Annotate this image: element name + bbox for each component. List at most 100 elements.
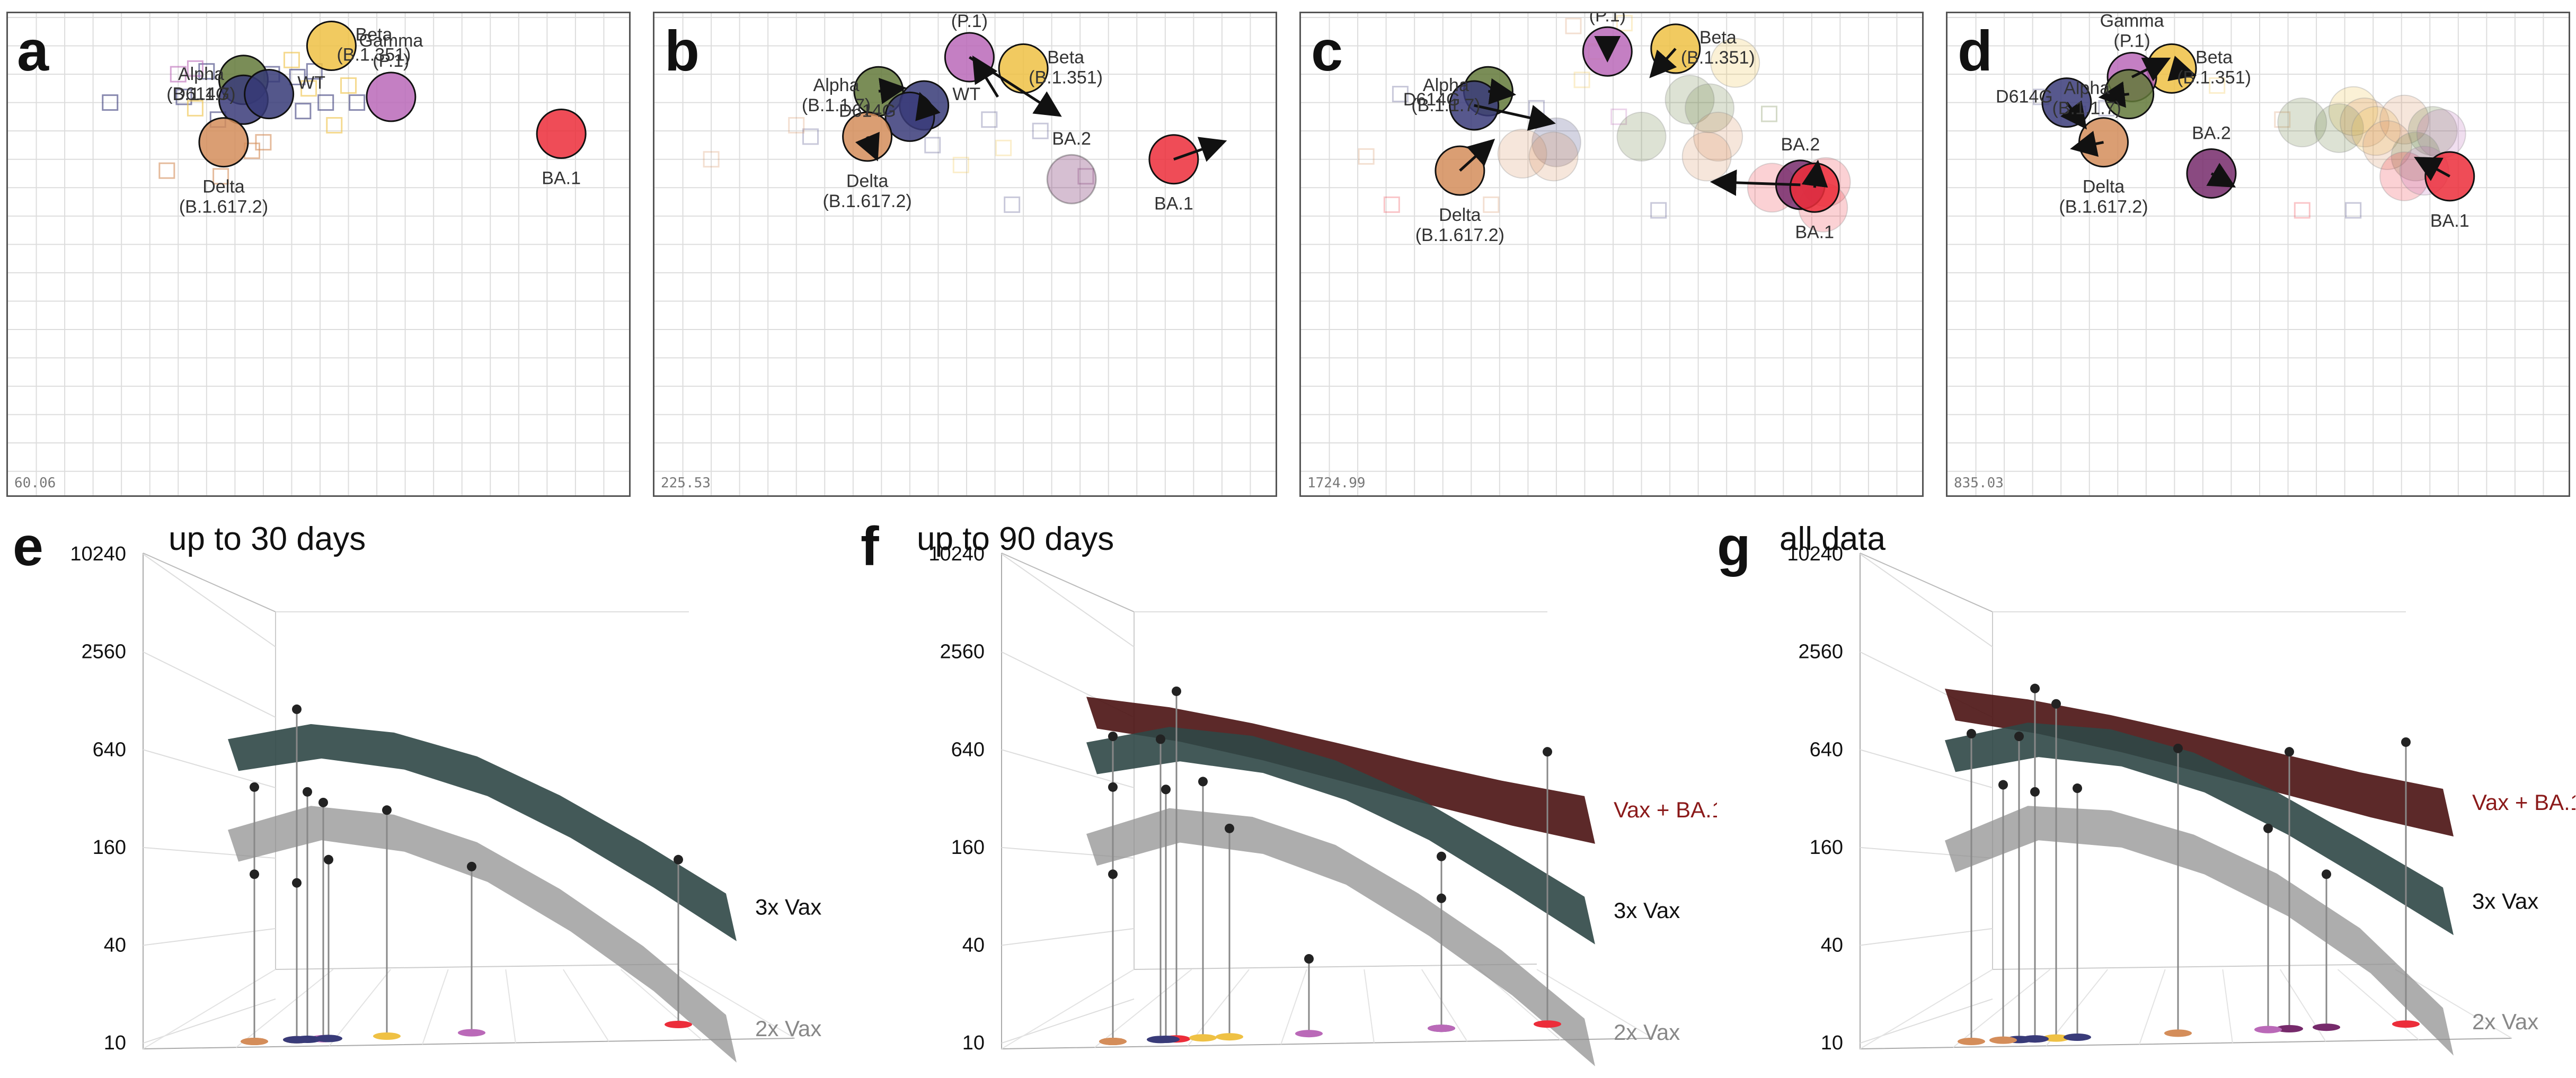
serum-point (187, 60, 203, 77)
y-tick-label: 160 (93, 836, 126, 859)
panel-letter: c (1311, 19, 1343, 83)
reference-antigen-point (2362, 120, 2412, 170)
y-tick-label: 160 (951, 836, 985, 859)
titer-point (2285, 747, 2294, 757)
serum-point (187, 100, 203, 117)
serum-point (1573, 72, 1590, 88)
y-tick-label: 10240 (70, 543, 126, 565)
floor-marker (665, 1021, 692, 1028)
titer-point (2014, 732, 2024, 742)
shift-arrow (915, 92, 941, 121)
serum-point (295, 103, 312, 120)
antigen-label: Beta (B.1.351) (1029, 47, 1103, 87)
titer-point (318, 797, 328, 807)
map-stress-value: 60.06 (14, 475, 56, 491)
surface-panel-g: g all data 10240 2560 640 160 40 10 Vax + BA.1… (1717, 509, 2575, 1075)
antigen-point (306, 21, 357, 72)
titer-point (1108, 782, 1118, 792)
y-tick-label: 10 (962, 1032, 985, 1054)
titer-point (303, 787, 312, 797)
shift-arrow (2414, 156, 2450, 181)
floor-marker (2254, 1026, 2282, 1034)
floor-marker (2276, 1025, 2303, 1032)
y-tick-label: 10240 (1787, 543, 1843, 565)
antibody-landscape-e: 10240 2560 640 160 40 10 3x Vax 2x Vax (70, 543, 821, 1063)
floor-marker (458, 1029, 485, 1037)
floor-marker (2164, 1029, 2192, 1037)
surface-series-label: 3x Vax (2472, 888, 2538, 913)
antibody-landscape-f: 10240 2560 640 160 40 10 Vax + BA.1 3x Vax 2x Va… (928, 543, 1717, 1066)
map-frame: Gamma(P.1) Beta(B.1.351) Alpha(B.1.1.7) WT D… (653, 12, 1277, 497)
antigen-label: Alpha (B.1.1.7) (166, 64, 235, 104)
shift-arrow (1474, 104, 1556, 131)
antigen-label: BA.2 (1052, 129, 1091, 149)
serum-point (981, 111, 998, 128)
shift-arrow (1801, 159, 1828, 188)
antigen-label: BA.1 (2430, 211, 2469, 231)
reference-antigen-point (1693, 111, 1743, 162)
shift-arrow (2131, 57, 2171, 82)
reference-antigen-point (2379, 94, 2430, 145)
titer-point (1543, 747, 1552, 757)
surface-box (143, 553, 795, 1050)
floor-marker (1989, 1036, 2017, 1044)
surface-series-label: 2x Vax (755, 1016, 821, 1041)
titer-point (250, 782, 259, 792)
reference-antigen-point (1710, 38, 1760, 88)
antigen-label: Gamma(P.1) (937, 13, 1002, 31)
surface-title: all data (1780, 521, 1885, 557)
titer-point (324, 854, 333, 865)
titer-point (1161, 785, 1171, 795)
reference-antigen-point (2328, 86, 2378, 136)
shift-arrow (2070, 130, 2104, 157)
y-tick-label: 2560 (81, 641, 126, 663)
floor-marker (1534, 1020, 1561, 1028)
titer-point (2173, 743, 2183, 753)
y-tick-label: 640 (1810, 738, 1843, 761)
reference-antigen-point (2277, 97, 2327, 148)
map-grid (654, 13, 1276, 495)
titer-point (1998, 780, 2008, 790)
serum-point (1358, 148, 1375, 165)
surface-series-label: 2x Vax (2472, 1009, 2538, 1034)
serum-point (213, 168, 229, 185)
titer-point (1108, 869, 1118, 879)
antigenic-map-a: Beta (B.1.351) Alpha (B.1.1.7) Gamma (P.1) D61… (8, 13, 629, 495)
serum-point (2274, 111, 2291, 128)
floor-marker (1189, 1034, 1217, 1042)
reference-antigen-point (1497, 129, 1547, 179)
antigen-label: Delta (B.1.617.2) (2059, 177, 2148, 217)
surface-title: up to 30 days (169, 521, 366, 557)
serum-point (2294, 202, 2311, 219)
titer-point (1437, 851, 1446, 861)
antigen-label: Alpha (B.1.1.7) (802, 75, 871, 115)
serum-point (102, 94, 119, 111)
map-panel-c: Beta(B.1.351) Gamma(P.1) Alpha(B.1.1.7)D61… (1299, 12, 1924, 497)
surface-box (1001, 553, 1654, 1050)
reference-antigen-point (1665, 75, 1715, 125)
floor-marker (1152, 1036, 1180, 1043)
y-tick-label: 10 (1821, 1032, 1843, 1054)
antigen-label: BA.1 (1154, 194, 1193, 214)
antigenic-map-b: Gamma(P.1) Beta(B.1.351) Alpha(B.1.1.7) WT D… (654, 13, 1276, 495)
shift-arrow (855, 131, 880, 162)
antigen-point (198, 117, 249, 168)
floor-marker (2313, 1023, 2340, 1031)
map-frame: Beta(B.1.351) Gamma(P.1) Alpha(B.1.1.7)D61… (1299, 12, 1924, 497)
surface-panel-f: f up to 90 days 10240 2560 640 160 40 10 Vax +… (858, 509, 1717, 1075)
floor-marker (315, 1035, 342, 1043)
reference-antigen-point (2340, 97, 2390, 148)
antigen-label: Beta (B.1.351) (1681, 28, 1755, 68)
map-panel-a: Beta (B.1.351) Alpha (B.1.1.7) Gamma (P.1) D61… (6, 12, 631, 497)
titer-point (292, 878, 302, 888)
serum-point (289, 68, 306, 85)
landscape-surface (1945, 723, 2454, 936)
shift-arrow (2098, 81, 2129, 108)
antigen-label: D614G (173, 84, 230, 104)
serum-point (2209, 77, 2226, 94)
reference-antigen-point (1681, 131, 1732, 182)
serum-point (1392, 86, 1409, 103)
floor-marker (2392, 1020, 2420, 1028)
antigen-label: Delta (B.1.617.2) (1415, 205, 1504, 245)
antigenic-map-d: Beta (B.1.351) Gamma (P.1) Alpha (B.1.1.7)D61… (1948, 13, 2569, 495)
